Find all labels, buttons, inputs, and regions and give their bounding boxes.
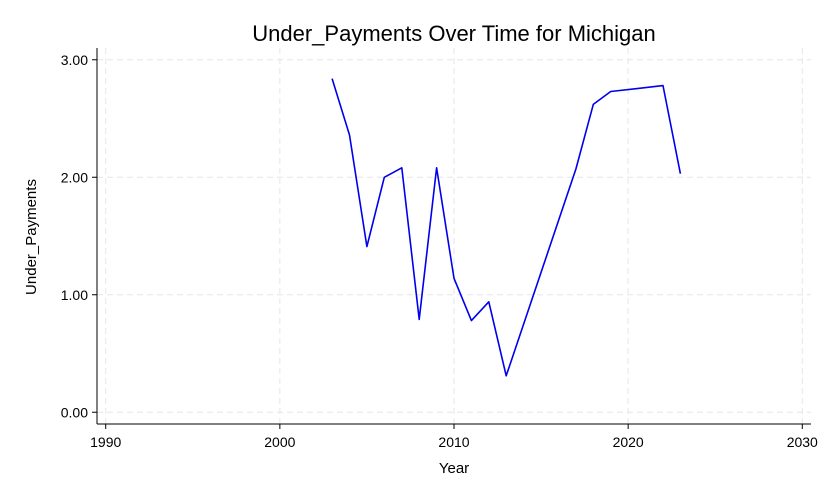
y-tick-label-1: 1.00: [61, 287, 88, 303]
x-tick-label-2010: 2010: [438, 434, 469, 450]
x-tick-label-2000: 2000: [264, 434, 295, 450]
tick-labels: 1990 2000 2010 2020 2030 0.00 1.00 2.00 3.00: [61, 52, 818, 450]
y-tick-label-2: 2.00: [61, 169, 88, 185]
x-tick-label-2020: 2020: [613, 434, 644, 450]
y-axis-label: Under_Payments: [23, 179, 40, 295]
x-axis-label: Year: [439, 460, 469, 477]
series-line-0: [331, 78, 682, 377]
y-tick-label-3: 3.00: [61, 52, 88, 68]
x-tick-label-2030: 2030: [787, 434, 818, 450]
grid-lines: [97, 48, 811, 424]
data-series: [331, 78, 682, 377]
axes: [92, 48, 811, 429]
x-tick-label-1990: 1990: [90, 434, 121, 450]
chart-title: Under_Payments Over Time for Michigan: [252, 21, 656, 46]
y-tick-label-0: 0.00: [61, 404, 88, 420]
